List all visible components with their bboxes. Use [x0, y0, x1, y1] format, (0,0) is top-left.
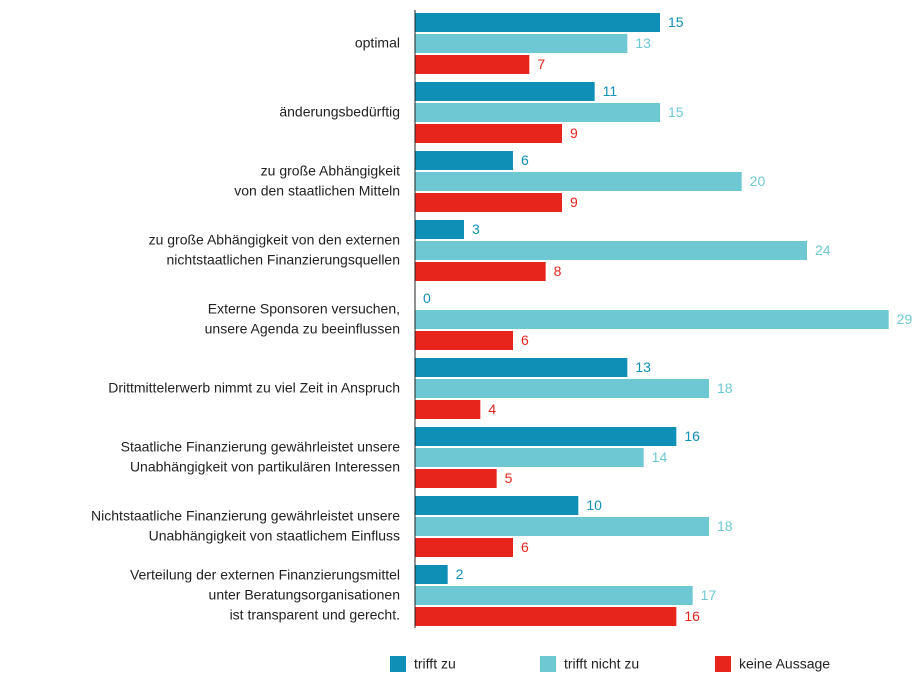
category-label: Staatliche Finanzierung gewährleistet un…: [121, 439, 401, 455]
value-label: 10: [586, 497, 602, 513]
value-label: 20: [750, 173, 766, 189]
value-label: 15: [668, 104, 684, 120]
value-label: 16: [684, 608, 700, 624]
bar: [415, 379, 709, 398]
value-label: 6: [521, 332, 529, 348]
bar: [415, 124, 562, 143]
bar: [415, 241, 807, 260]
value-label: 17: [701, 587, 717, 603]
value-label: 4: [488, 401, 496, 417]
legend-label: keine Aussage: [739, 656, 830, 672]
legend-swatch: [715, 656, 731, 672]
value-label: 3: [472, 221, 480, 237]
value-label: 6: [521, 152, 529, 168]
category-label: nichtstaatlichen Finanzierungsquellen: [167, 252, 400, 268]
category-label: Verteilung der externen Finanzierungsmit…: [130, 567, 400, 583]
bar: [415, 55, 530, 74]
value-label: 13: [635, 359, 651, 375]
bar: [415, 151, 513, 170]
bar: [415, 517, 709, 536]
value-label: 29: [897, 311, 913, 327]
value-label: 15: [668, 14, 684, 30]
legend-label: trifft nicht zu: [564, 656, 639, 672]
bar: [415, 607, 677, 626]
value-label: 13: [635, 35, 651, 51]
category-label: Unabhängigkeit von staatlichem Einfluss: [149, 528, 400, 544]
category-label: unter Beratungsorganisationen: [209, 587, 400, 603]
value-label: 9: [570, 194, 578, 210]
value-label: 16: [684, 428, 700, 444]
bar: [415, 469, 497, 488]
bar: [415, 13, 660, 32]
category-label: änderungsbedürftig: [279, 104, 400, 120]
bar: [415, 358, 628, 377]
category-label: Drittmittelerwerb nimmt zu viel Zeit in …: [108, 380, 400, 396]
category-label: ist transparent und gerecht.: [230, 607, 400, 623]
category-label: zu große Abhängigkeit: [261, 163, 400, 179]
bar: [415, 310, 889, 329]
value-label: 9: [570, 125, 578, 141]
value-label: 7: [537, 56, 545, 72]
value-label: 0: [423, 290, 431, 306]
value-label: 6: [521, 539, 529, 555]
value-label: 8: [554, 263, 562, 279]
bar: [415, 262, 546, 281]
category-label: Externe Sponsoren versuchen,: [208, 301, 400, 317]
legend-label: trifft zu: [414, 656, 456, 672]
category-label: von den staatlichen Mitteln: [234, 183, 400, 199]
category-label: Nichtstaatliche Finanzierung gewährleist…: [91, 508, 400, 524]
bar: [415, 34, 628, 53]
value-label: 2: [456, 566, 464, 582]
category-label: Unabhängigkeit von partikulären Interess…: [130, 459, 400, 475]
bar: [415, 586, 693, 605]
bar: [415, 193, 562, 212]
value-label: 14: [652, 449, 668, 465]
category-label: zu große Abhängigkeit von den externen: [149, 232, 400, 248]
value-label: 11: [603, 83, 618, 99]
bar: [415, 565, 448, 584]
value-label: 18: [717, 518, 733, 534]
bar: [415, 400, 481, 419]
bar: [415, 496, 579, 515]
bar: [415, 427, 677, 446]
value-label: 5: [505, 470, 513, 486]
value-label: 18: [717, 380, 733, 396]
legend-swatch: [390, 656, 406, 672]
category-label: optimal: [355, 35, 400, 51]
bar: [415, 538, 513, 557]
bar: [415, 331, 513, 350]
bar: [415, 448, 644, 467]
bar: [415, 103, 660, 122]
legend-swatch: [540, 656, 556, 672]
bar: [415, 172, 742, 191]
bar: [415, 82, 595, 101]
category-label: unsere Agenda zu beeinflussen: [205, 321, 400, 337]
bar: [415, 220, 464, 239]
value-label: 24: [815, 242, 831, 258]
